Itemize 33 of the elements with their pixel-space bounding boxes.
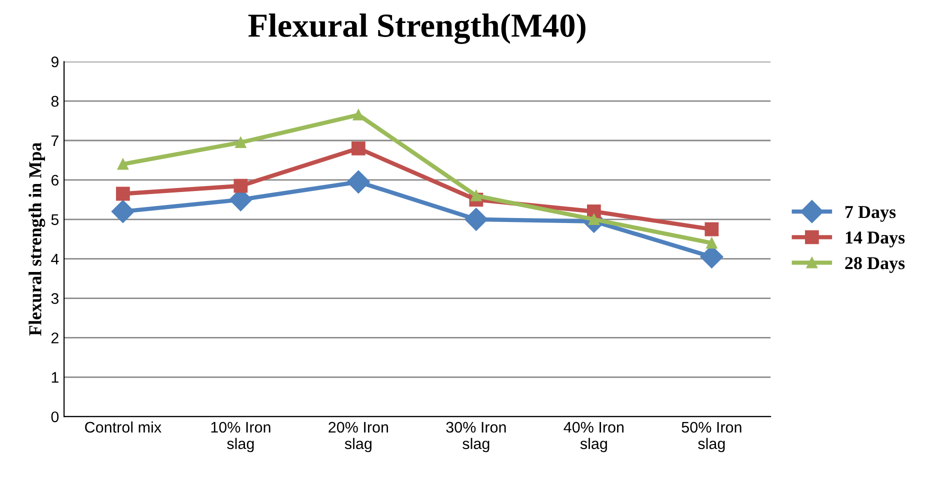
point [352, 109, 364, 120]
x-tick-label: 50% Iron slag [682, 422, 742, 452]
y-tick-label: 7 [51, 136, 58, 146]
x-tick-label: 20% Iron slag [328, 422, 388, 452]
y-tick-label: 2 [51, 332, 58, 344]
point [464, 208, 488, 231]
point [111, 200, 134, 223]
legend-label: 14 Days [846, 232, 905, 248]
point [470, 190, 482, 202]
point [351, 141, 366, 156]
point [234, 178, 248, 193]
point [117, 158, 128, 170]
x-tick-label: 10% Iron slag [211, 422, 270, 452]
y-tick-label: 0 [51, 411, 59, 422]
point [116, 186, 130, 201]
x-tick-label: 40% Iron slag [564, 422, 624, 452]
chart-title: Flexural Strength(M40) [248, 13, 586, 44]
y-tick-label: 4 [51, 254, 59, 264]
y-tick-label: 9 [51, 56, 58, 68]
point [235, 136, 246, 148]
x-tick-label: 30% Iron slag [446, 422, 506, 452]
legend-label: 28 Days [845, 257, 905, 273]
y-axis-title: Flexural strength in Mpa [28, 142, 46, 336]
y-tick-label: 5 [51, 214, 59, 226]
y-tick-label: 6 [51, 174, 59, 186]
y-tick-label: 1 [52, 372, 58, 383]
y-tick-label: 3 [51, 293, 59, 304]
y-tick-label: 8 [51, 96, 59, 107]
legend-label: 7 Days [845, 206, 896, 222]
point [706, 237, 718, 249]
point [704, 222, 719, 236]
point [346, 170, 370, 194]
x-tick-label: Control mix [85, 421, 162, 433]
